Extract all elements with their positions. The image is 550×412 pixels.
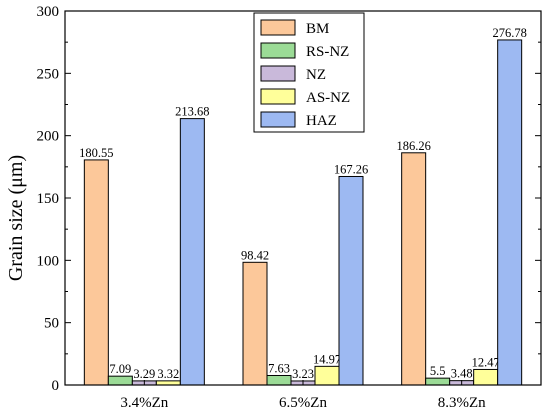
data-label: 3.48 (451, 367, 473, 381)
data-label: 3.29 (133, 367, 155, 381)
legend-swatch-haz (260, 111, 296, 128)
bar-rs-nz-1 (266, 374, 292, 386)
y-tick-label: 250 (37, 66, 60, 82)
legend-label-nz: NZ (306, 67, 326, 83)
data-label: 276.78 (492, 26, 526, 40)
bar-as-nz-2 (473, 368, 499, 386)
y-tick-label: 150 (37, 191, 60, 207)
y-tick-label: 300 (37, 4, 60, 20)
data-label: 213.68 (175, 105, 209, 119)
legend-swatch-bm (260, 19, 296, 36)
bar-bm-2 (401, 152, 427, 386)
y-tick-label: 50 (44, 316, 59, 332)
data-label: 7.63 (268, 361, 290, 375)
data-label: 98.42 (241, 248, 269, 262)
bar-rs-nz-2 (425, 377, 451, 386)
x-tick-label: 6.5%Zn (279, 395, 327, 411)
legend-swatch-rs-nz (260, 42, 296, 59)
bar-bm-1 (242, 261, 268, 386)
data-label: 12.47 (472, 355, 500, 369)
bar-haz-0 (179, 118, 205, 386)
data-label: 3.23 (292, 367, 314, 381)
bar-rs-nz-0 (107, 375, 133, 386)
bar-as-nz-1 (314, 365, 340, 386)
legend-label-rs-nz: RS-NZ (306, 44, 349, 60)
data-label: 14.97 (313, 352, 341, 366)
legend-swatch-nz (260, 65, 296, 82)
legend-swatch-as-nz (260, 88, 296, 105)
data-label: 167.26 (334, 162, 368, 176)
x-tick-label: 8.3%Zn (438, 395, 486, 411)
y-tick-label: 200 (37, 129, 60, 145)
legend-label-bm: BM (306, 21, 329, 37)
bar-haz-2 (497, 39, 523, 386)
data-label: 5.5 (430, 364, 446, 378)
y-tick-label: 100 (37, 253, 60, 269)
legend-label-as-nz: AS-NZ (306, 90, 350, 106)
y-axis-label: Grain size (μm) (5, 155, 27, 281)
data-label: 7.09 (109, 362, 131, 376)
data-label: 186.26 (396, 139, 430, 153)
x-tick-label: 3.4%Zn (120, 395, 168, 411)
bar-haz-1 (338, 175, 364, 386)
y-tick-label: 0 (52, 378, 60, 394)
bar-as-nz-0 (155, 380, 181, 386)
data-label: 180.55 (79, 146, 113, 160)
data-label: 3.32 (157, 367, 179, 381)
bar-bm-0 (83, 159, 109, 386)
legend-label-haz: HAZ (306, 113, 337, 129)
plot-frame (64, 10, 542, 386)
